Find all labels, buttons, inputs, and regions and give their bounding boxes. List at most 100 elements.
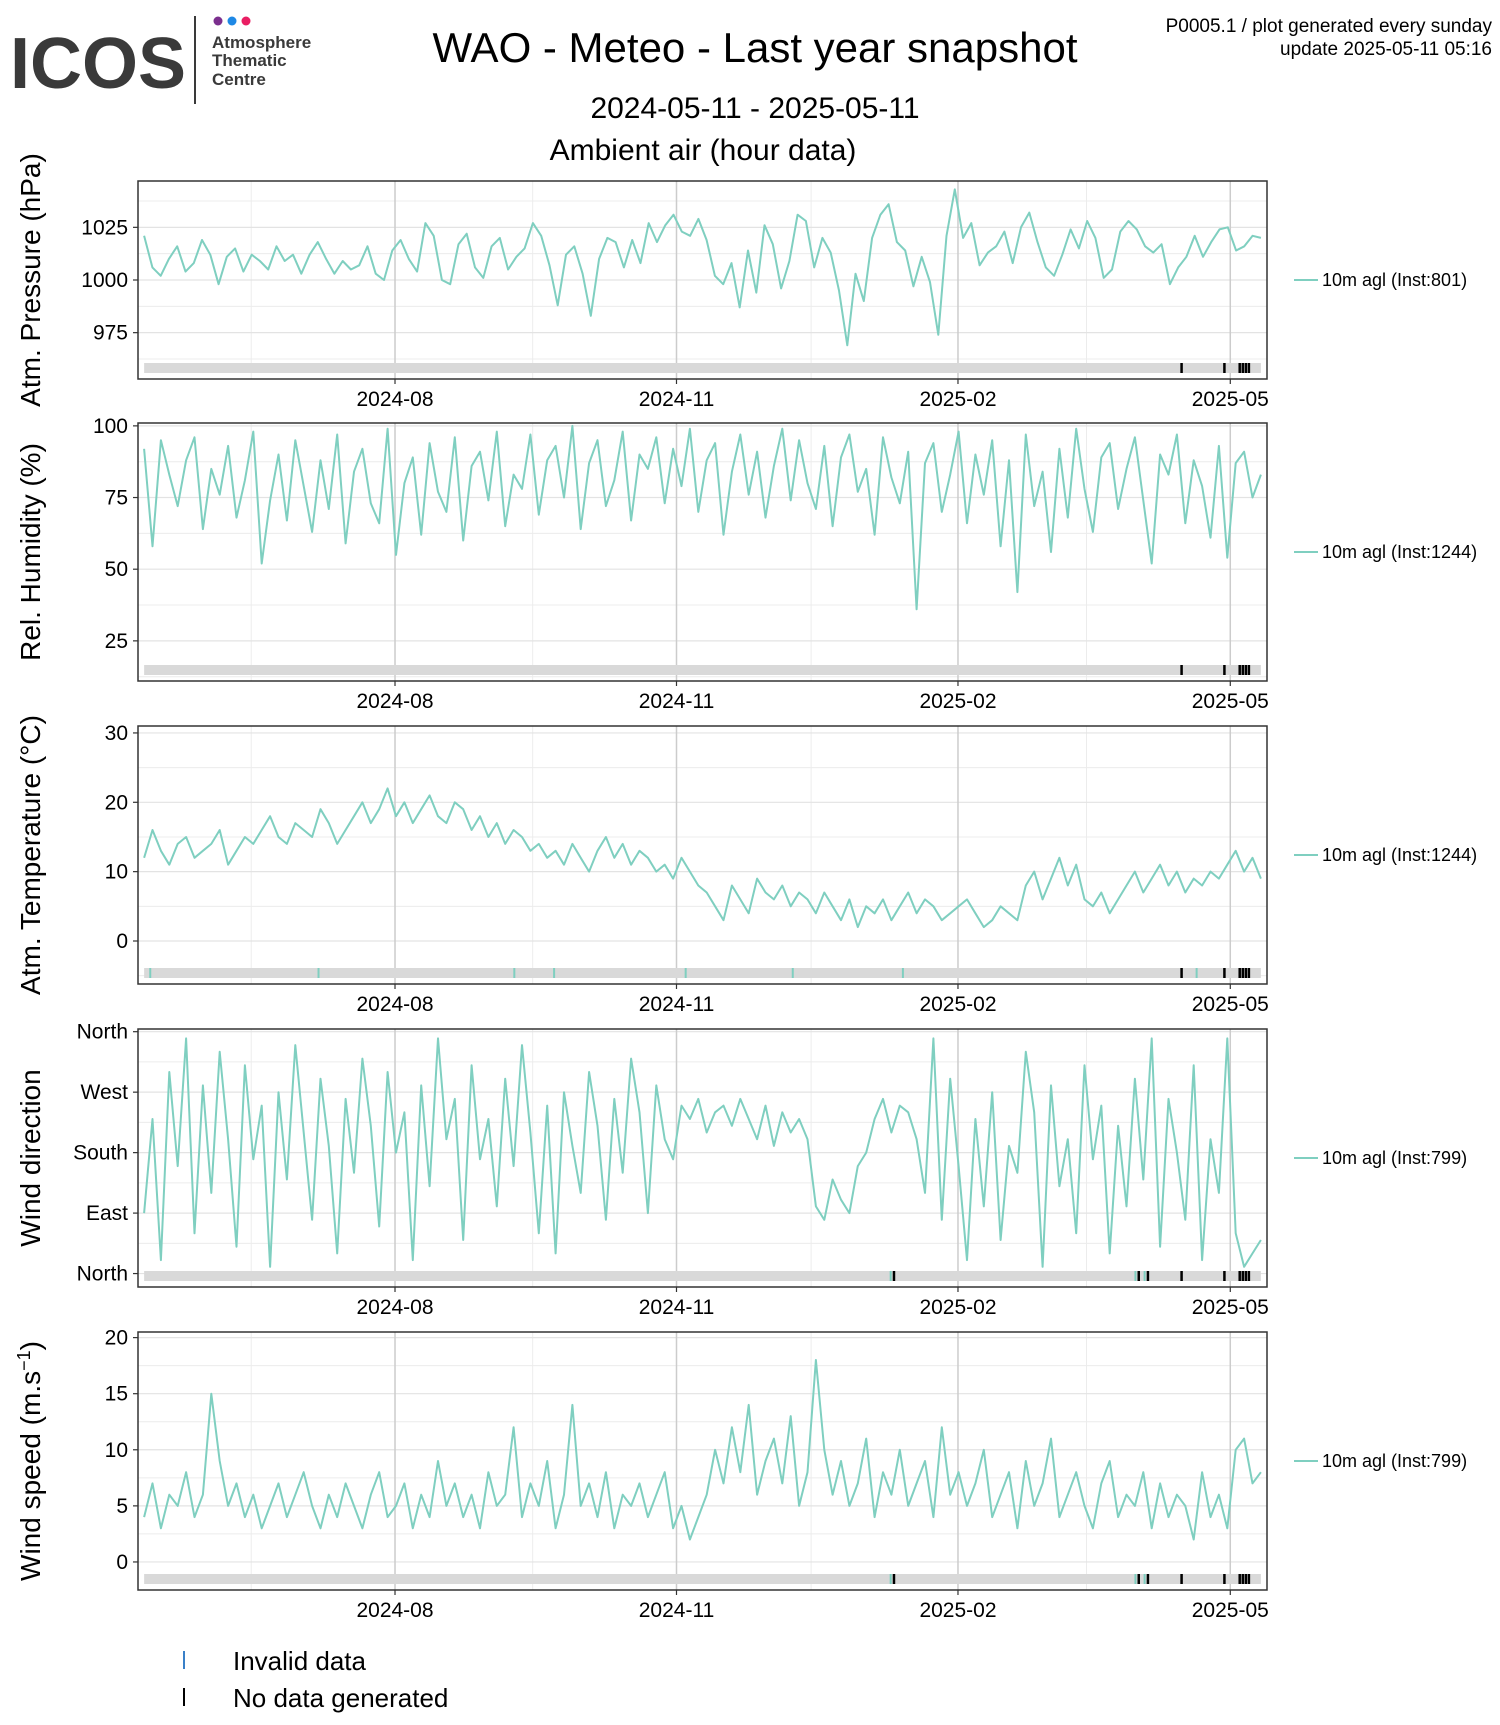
invalid-data-label: Invalid data bbox=[233, 1646, 367, 1676]
x-tick-label: 2025-05 bbox=[1192, 1599, 1269, 1622]
panel-border bbox=[137, 725, 1268, 985]
no-data-flag-mark bbox=[1223, 1574, 1226, 1584]
y-tick-label: 15 bbox=[105, 1383, 128, 1406]
flag-bar bbox=[144, 665, 1261, 675]
panel-atm-pressure: 975 1000 1025 2024-08 2024-11 2025-02 2025-05 A… bbox=[15, 153, 1467, 411]
series-line bbox=[143, 1359, 1262, 1541]
legend-label: 10m agl (Inst:799) bbox=[1322, 1451, 1467, 1471]
no-data-flag-mark bbox=[1244, 1271, 1248, 1281]
series-line bbox=[143, 787, 1262, 929]
invalid-flag-mark bbox=[889, 1271, 892, 1281]
x-tick-label: 2024-08 bbox=[356, 1296, 433, 1319]
invalid-flag-mark bbox=[889, 1574, 892, 1584]
no-data-flag-mark bbox=[1241, 665, 1245, 675]
y-axis-title: Wind direction bbox=[15, 1069, 46, 1246]
no-data-flag-mark bbox=[892, 1574, 896, 1584]
y-tick-label: South bbox=[73, 1142, 128, 1165]
series-line bbox=[143, 1037, 1262, 1268]
y-tick-label: North bbox=[77, 1021, 128, 1044]
y-tick-label: East bbox=[86, 1202, 128, 1225]
invalid-flag-mark bbox=[1143, 1271, 1146, 1281]
invalid-flag-mark bbox=[553, 968, 556, 978]
no-data-flag-mark bbox=[1244, 968, 1248, 978]
no-data-flag-mark bbox=[1146, 1574, 1150, 1584]
y-tick-label: 1025 bbox=[81, 216, 128, 239]
plot-area bbox=[138, 1029, 1267, 1287]
no-data-flag-mark bbox=[1180, 363, 1183, 373]
x-tick-label: 2024-11 bbox=[639, 993, 715, 1016]
panel-atm-temperature: 0 10 20 30 2024-08 2024-11 2025-02 2025-05 Atm. … bbox=[15, 715, 1477, 1016]
x-tick-label: 2024-11 bbox=[639, 1599, 715, 1622]
y-axis-title: Atm. Pressure (hPa) bbox=[15, 153, 46, 407]
no-data-flag-mark bbox=[1180, 665, 1183, 675]
series-line bbox=[143, 188, 1262, 347]
no-data-flag-mark bbox=[1244, 1574, 1248, 1584]
panel-border bbox=[137, 1028, 1268, 1288]
invalid-flag-mark bbox=[513, 968, 516, 978]
no-data-flag-mark bbox=[1244, 665, 1248, 675]
logo-sub-line: Atmosphere bbox=[212, 33, 311, 52]
panel-wind-speed: 0 5 10 15 20 2024-08 2024-11 2025-02 2025-05 Wind… bbox=[14, 1327, 1467, 1622]
panel-border bbox=[137, 422, 1268, 682]
flag-bar bbox=[144, 363, 1261, 373]
x-tick-label: 2024-08 bbox=[356, 690, 433, 713]
no-data-flag-mark bbox=[1238, 363, 1241, 373]
x-tick-label: 2024-08 bbox=[356, 993, 433, 1016]
no-data-flag-mark bbox=[1241, 1271, 1245, 1281]
no-data-label: No data generated bbox=[233, 1683, 448, 1713]
x-tick-label: 2024-08 bbox=[356, 1599, 433, 1622]
no-data-flag-mark bbox=[1238, 1271, 1241, 1281]
y-axis-title: Wind speed (m.s−1) bbox=[14, 1341, 46, 1581]
no-data-flag-mark bbox=[1180, 1574, 1183, 1584]
plot-area bbox=[138, 1332, 1267, 1590]
y-axis-title: Atm. Temperature (°C) bbox=[15, 715, 46, 995]
x-tick-label: 2024-11 bbox=[639, 388, 715, 411]
no-data-flag-mark bbox=[1238, 1574, 1241, 1584]
logo-text: ICOS bbox=[10, 24, 186, 104]
y-tick-label: West bbox=[81, 1081, 129, 1104]
y-tick-label: 20 bbox=[105, 791, 128, 814]
invalid-flag-mark bbox=[1134, 1574, 1137, 1584]
no-data-flag-mark bbox=[1146, 1271, 1150, 1281]
y-axis-title: Rel. Humidity (%) bbox=[15, 443, 46, 661]
no-data-flag-mark bbox=[892, 1271, 896, 1281]
no-data-flag-mark bbox=[1180, 1271, 1183, 1281]
x-tick-label: 2024-11 bbox=[639, 690, 715, 713]
invalid-flag-mark bbox=[149, 968, 152, 978]
icos-logo: ICOS Atmosphere Thematic Centre bbox=[10, 16, 311, 104]
x-tick-label: 2025-02 bbox=[919, 690, 996, 713]
y-tick-label: 20 bbox=[105, 1327, 128, 1350]
y-tick-label: 975 bbox=[93, 322, 128, 345]
chart-title: WAO - Meteo - Last year snapshot bbox=[432, 24, 1077, 71]
panel-border bbox=[137, 1331, 1268, 1591]
no-data-flag-mark bbox=[1247, 968, 1251, 978]
y-tick-label: 5 bbox=[116, 1495, 128, 1518]
x-tick-label: 2024-08 bbox=[356, 388, 433, 411]
no-data-flag-mark bbox=[1223, 968, 1226, 978]
legend-label: 10m agl (Inst:1244) bbox=[1322, 542, 1477, 562]
no-data-flag-mark bbox=[1247, 665, 1251, 675]
y-axis-title-sup: −1 bbox=[14, 1350, 34, 1371]
no-data-flag-mark bbox=[1241, 1574, 1245, 1584]
invalid-flag-mark bbox=[684, 968, 687, 978]
legend-label: 10m agl (Inst:801) bbox=[1322, 270, 1467, 290]
y-tick-label: 100 bbox=[93, 415, 128, 438]
invalid-flag-mark bbox=[1143, 1574, 1146, 1584]
no-data-flag-mark bbox=[1241, 363, 1245, 373]
legend-label: 10m agl (Inst:799) bbox=[1322, 1148, 1467, 1168]
invalid-flag-mark bbox=[1134, 1271, 1137, 1281]
no-data-flag-mark bbox=[1238, 665, 1241, 675]
no-data-flag-mark bbox=[1241, 968, 1245, 978]
y-axis-title-end: ) bbox=[15, 1341, 46, 1350]
no-data-flag-mark bbox=[1247, 1271, 1251, 1281]
chart-subtitle: Ambient air (hour data) bbox=[550, 134, 857, 167]
x-tick-label: 2025-02 bbox=[919, 388, 996, 411]
x-tick-label: 2025-05 bbox=[1192, 690, 1269, 713]
date-range: 2024-05-11 - 2025-05-11 bbox=[590, 92, 919, 125]
no-data-flag-mark bbox=[1137, 1271, 1140, 1281]
y-tick-label: 10 bbox=[105, 1439, 128, 1462]
plot-meta: P0005.1 / plot generated every sunday bbox=[1166, 16, 1493, 37]
panel-wind-direction: North East South West North 2024-08 2024-11 202… bbox=[15, 1021, 1467, 1319]
logo-sub-line: Centre bbox=[212, 70, 266, 89]
